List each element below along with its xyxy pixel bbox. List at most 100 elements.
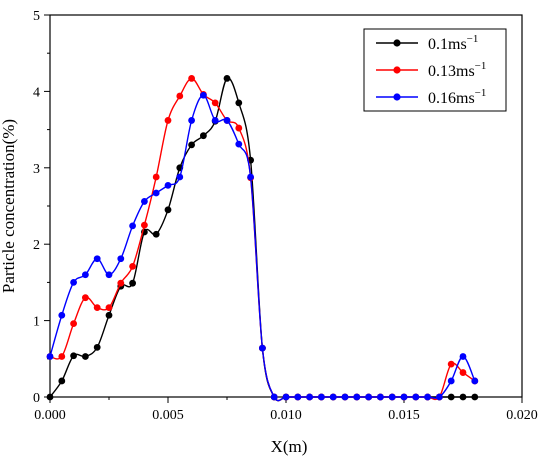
data-point (82, 294, 89, 302)
data-point (93, 343, 101, 351)
legend-marker (393, 93, 401, 101)
data-point (377, 393, 384, 401)
data-point (188, 75, 196, 82)
data-point (459, 369, 467, 376)
data-point (141, 221, 148, 229)
y-tick-label: 3 (33, 162, 40, 177)
legend-marker (393, 66, 401, 74)
data-point (105, 304, 113, 312)
y-tick-label: 0 (33, 391, 40, 406)
data-point (117, 255, 125, 263)
y-tick-label: 1 (33, 315, 40, 330)
legend: 0.1ms−10.13ms−10.16ms−1 (363, 28, 507, 112)
data-point (70, 352, 77, 360)
data-point (152, 189, 160, 197)
legend-item-3: 0.16ms−1 (376, 87, 486, 107)
legend-item-1: 0.1ms−1 (376, 33, 478, 53)
data-point (211, 99, 219, 107)
data-point (70, 320, 77, 328)
data-point (46, 393, 54, 401)
data-point (164, 181, 172, 189)
data-point (471, 393, 479, 401)
data-point (129, 262, 137, 270)
x-tick-label: 0.010 (270, 408, 302, 423)
data-point (117, 279, 125, 287)
data-point (341, 393, 349, 401)
data-point (306, 393, 313, 401)
data-point (459, 353, 467, 360)
legend-marker (393, 39, 401, 47)
data-point (105, 271, 113, 279)
legend-label-superscript: −1 (475, 60, 487, 72)
data-point (200, 91, 207, 99)
data-point (152, 173, 160, 181)
data-point (353, 393, 361, 401)
data-point (329, 393, 337, 401)
y-tick-label: 4 (33, 85, 40, 100)
data-point (129, 222, 137, 230)
data-point (176, 92, 184, 100)
data-point (223, 117, 231, 124)
legend-label-text: 0.13ms (428, 63, 475, 80)
data-point (82, 353, 89, 360)
data-point (365, 393, 372, 401)
data-point (424, 393, 431, 401)
x-tick-label: 0.015 (388, 408, 420, 423)
data-point (176, 173, 184, 181)
legend-item-2: 0.13ms−1 (376, 60, 486, 80)
data-point (235, 140, 243, 148)
legend-label: 0.16ms−1 (428, 87, 486, 107)
data-point (58, 311, 66, 319)
y-tick-label: 5 (33, 9, 40, 24)
data-point (152, 230, 160, 238)
data-point (188, 117, 196, 124)
data-point (46, 353, 54, 360)
data-point (200, 132, 207, 140)
data-point (294, 393, 302, 401)
data-point (459, 393, 467, 401)
legend-label: 0.13ms−1 (428, 60, 486, 80)
data-point (412, 393, 420, 401)
data-point (235, 99, 243, 107)
y-tick-label: 2 (33, 238, 40, 253)
data-point (471, 377, 479, 385)
data-point (188, 141, 196, 149)
data-point (211, 117, 219, 124)
data-point (58, 353, 66, 360)
data-point (447, 377, 455, 385)
data-point (93, 255, 101, 263)
legend-label-superscript: −1 (467, 33, 479, 45)
legend-label-text: 0.16ms (428, 90, 475, 107)
data-point (58, 377, 66, 385)
data-point (447, 360, 455, 368)
x-tick-label: 0.020 (506, 408, 538, 423)
data-point (270, 393, 278, 401)
legend-label-superscript: −1 (475, 87, 487, 99)
data-point (318, 393, 325, 401)
data-point (223, 75, 231, 82)
data-point (93, 304, 101, 312)
data-point (282, 393, 290, 401)
data-point (70, 279, 77, 286)
data-point (400, 393, 408, 401)
data-point (164, 117, 172, 124)
data-point (164, 206, 172, 214)
y-axis-label: Particle concentration(%) (0, 119, 18, 293)
data-point (436, 393, 443, 401)
x-axis-label: X(m) (271, 437, 308, 456)
series-group (46, 75, 479, 402)
series-3 (46, 91, 479, 402)
legend-label-text: 0.1ms (428, 36, 467, 53)
data-point (235, 124, 243, 132)
data-point (259, 344, 266, 352)
data-point (388, 393, 396, 401)
legend-label: 0.1ms−1 (428, 33, 478, 53)
series-line (49, 94, 476, 402)
data-point (141, 198, 148, 205)
data-point (247, 173, 255, 181)
x-tick-label: 0.005 (152, 408, 184, 423)
data-point (105, 311, 113, 319)
data-point (82, 271, 89, 279)
